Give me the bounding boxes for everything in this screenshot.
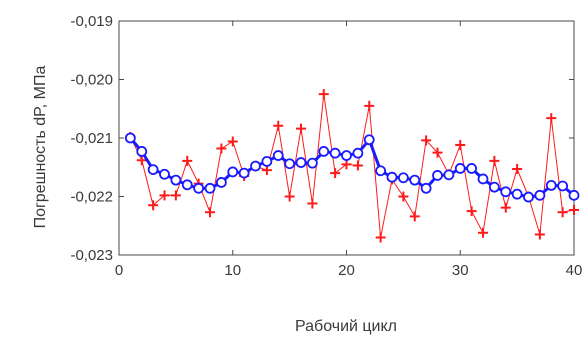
series-blue-point [306, 157, 318, 169]
series-blue-point [284, 158, 296, 170]
x-tick-label: 20 [338, 262, 355, 279]
series-blue-point [488, 181, 500, 193]
series-blue-point [545, 179, 557, 191]
series-blue-point [341, 150, 352, 161]
series-blue-point [375, 165, 387, 177]
series-red-point [352, 160, 363, 171]
series-red-point [227, 136, 238, 147]
series-blue-point [466, 163, 478, 174]
series-blue-point [170, 174, 182, 186]
series-blue-point [147, 164, 159, 175]
series-blue-point [534, 189, 546, 201]
x-tick-label: 10 [224, 262, 241, 279]
series-blue-point [557, 180, 569, 192]
series-red-point [364, 100, 375, 111]
series-red-point [432, 147, 443, 158]
series-red-point [341, 159, 352, 170]
series-red-point [261, 165, 272, 176]
series-blue-point [318, 146, 330, 157]
series-red-point [409, 211, 420, 222]
series-blue-point [352, 147, 364, 159]
ticks: 0 10 20 30 40 -0,019 -0,020 -0,021 -0,022 -0,023 [70, 13, 582, 279]
series-red-point [455, 140, 466, 151]
series-red-point [534, 229, 545, 240]
series-red-point [466, 206, 477, 217]
series-red-point [318, 89, 329, 100]
series-red-point [546, 113, 557, 124]
series-blue-point [159, 168, 170, 180]
series-red-point [296, 123, 306, 134]
series-red-point [330, 168, 341, 179]
series-blue-point [181, 179, 193, 191]
y-tick-label: -0,020 [70, 72, 113, 89]
series-red-point [375, 232, 386, 243]
series-blue-point [477, 173, 489, 185]
x-tick-label: 40 [566, 262, 583, 279]
series-blue-point [124, 132, 136, 144]
series-red-point [136, 155, 147, 166]
series-red-point [216, 143, 227, 154]
series-red-point [182, 155, 193, 166]
series-blue-point [250, 160, 261, 172]
series-blue-point [454, 163, 466, 174]
series-blue-point [409, 174, 421, 186]
series-blue-point [295, 157, 307, 168]
x-tick-label: 30 [452, 262, 469, 279]
series-red-point [421, 135, 432, 146]
series-red-point [273, 120, 284, 131]
series-red-point [205, 207, 215, 218]
series-blue-point [204, 182, 216, 194]
y-tick-label: -0,023 [70, 247, 113, 264]
series-red-point [512, 164, 523, 175]
y-tick-label: -0,019 [70, 13, 113, 30]
series-red-point [398, 191, 409, 202]
series-blue-point [500, 186, 512, 198]
series-blue-point [227, 166, 239, 178]
series-blue-point [568, 189, 580, 201]
x-axis-label: Рабочий цикл [295, 318, 397, 335]
plot-area-frame [118, 20, 575, 256]
series-blue-point [215, 177, 227, 188]
y-tick-label: -0,021 [70, 130, 113, 147]
y-tick-label: -0,022 [70, 189, 113, 206]
series-red-point [307, 198, 318, 209]
series-blue [124, 132, 580, 203]
series-blue-point [386, 171, 398, 183]
series-blue-point [261, 155, 273, 167]
series-blue-point [193, 182, 205, 194]
series-blue-point [136, 146, 148, 157]
series-red-point [489, 155, 500, 166]
series-blue-point [397, 172, 409, 184]
series-red-point [500, 202, 511, 213]
series-red-point [569, 204, 579, 215]
series-blue-point [420, 182, 432, 194]
axes [118, 20, 575, 256]
series-red-point [478, 227, 488, 238]
series-blue-point [511, 188, 523, 200]
series-blue-point [272, 150, 284, 161]
series-blue-point [329, 147, 341, 159]
series-blue-point [238, 167, 250, 179]
series-red-point [557, 207, 568, 218]
series-blue-point [443, 169, 455, 181]
series-red-point [148, 200, 159, 211]
series-red-point [170, 190, 181, 201]
series-blue-point [363, 134, 375, 146]
x-tick-label: 0 [115, 262, 123, 279]
y-axis-label: Погрешность dP, МПа [32, 65, 49, 228]
series-blue-point [432, 170, 443, 181]
series-red-point [159, 190, 170, 201]
series-red-point [284, 191, 295, 202]
series-blue-line [129, 137, 575, 199]
series-red-line [129, 94, 575, 238]
series-blue-point [523, 191, 534, 203]
